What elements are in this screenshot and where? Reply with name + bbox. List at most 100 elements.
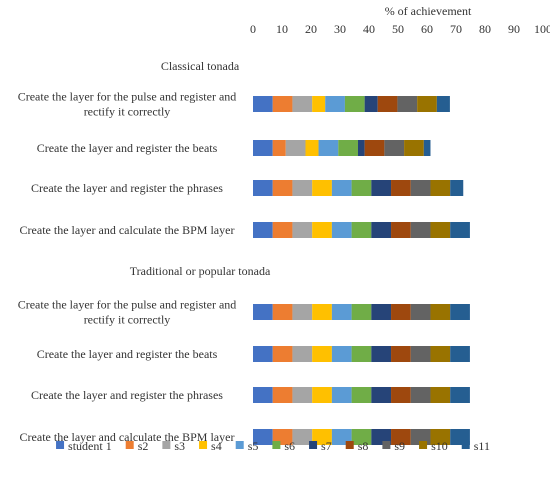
legend-label: s2	[138, 439, 149, 453]
bar-segment	[351, 222, 372, 238]
bar-segment	[312, 346, 332, 362]
legend-swatch	[382, 441, 391, 449]
bar-segment	[351, 387, 372, 403]
legend-label: s9	[394, 439, 405, 453]
legend-label: s8	[358, 439, 369, 453]
legend-label: s11	[474, 439, 490, 453]
bar-segment	[253, 222, 273, 238]
bar-segment	[272, 180, 293, 196]
bar-segment	[404, 140, 424, 156]
legend-label: s10	[431, 439, 448, 453]
bar-segment	[391, 346, 411, 362]
category-label: Create the layer for the pulse and regis…	[18, 90, 237, 119]
bar-segment	[272, 346, 293, 362]
x-tick-label: 10	[276, 22, 288, 36]
bar-segment	[338, 140, 358, 156]
x-tick-label: 30	[334, 22, 346, 36]
bar-segment	[253, 304, 273, 320]
bar-segment	[450, 387, 470, 403]
bar-segment	[312, 180, 332, 196]
bar-segment	[272, 387, 293, 403]
bar-segment	[292, 222, 313, 238]
bar-segment	[253, 96, 273, 112]
bar-segment	[292, 429, 313, 445]
x-axis-ticks: 0 10 20 30 40 50 60 70 80 90 100	[250, 22, 550, 36]
legend-swatch	[199, 441, 208, 449]
bar-segment	[312, 429, 332, 445]
bar-segment	[391, 304, 411, 320]
bar-segment	[410, 346, 431, 362]
bar-segment	[450, 180, 464, 196]
bar-segment	[371, 387, 392, 403]
x-tick-label: 100	[534, 22, 550, 36]
bar-segment	[436, 96, 450, 112]
bar-segment	[384, 140, 405, 156]
bar-segment	[272, 304, 293, 320]
legend-swatch	[419, 441, 428, 449]
bar-segment	[318, 140, 339, 156]
x-tick-label: 60	[421, 22, 433, 36]
category-labels: Classical tonada Create the layer for the…	[18, 59, 271, 444]
legend-label: s4	[211, 439, 222, 453]
bar-segment	[331, 304, 352, 320]
bar-segment	[450, 346, 470, 362]
legend-label: s7	[321, 439, 332, 453]
bar-segment	[312, 96, 326, 112]
group-heading: Classical tonada	[161, 59, 240, 73]
x-tick-label: 40	[363, 22, 375, 36]
legend-swatch	[235, 441, 244, 449]
bar-segment	[253, 180, 273, 196]
bar-segment	[410, 387, 431, 403]
category-label: Create the layer and calculate the BPM l…	[20, 430, 235, 444]
bar-segment	[410, 180, 431, 196]
category-label: Create the layer for the pulse and regis…	[18, 298, 237, 327]
category-label: Create the layer and register the phrase…	[31, 388, 223, 402]
bar-segment	[430, 304, 451, 320]
bar-segment	[331, 387, 352, 403]
bar-segment	[292, 180, 313, 196]
bar-segment	[430, 346, 451, 362]
legend-swatch	[345, 441, 354, 449]
legend-swatch	[309, 441, 318, 449]
bar-segment	[450, 304, 470, 320]
bar-segment	[371, 346, 392, 362]
x-tick-label: 90	[508, 22, 520, 36]
bar-segment	[430, 387, 451, 403]
bar-segment	[397, 96, 418, 112]
bar-segment	[253, 346, 273, 362]
bar-segment	[272, 96, 293, 112]
bar-segment	[253, 429, 273, 445]
category-label: Create the layer and register the beats	[37, 141, 218, 155]
x-tick-label: 20	[305, 22, 317, 36]
bar-segment	[391, 180, 411, 196]
category-label: Create the layer and calculate the BPM l…	[20, 223, 235, 237]
bar-segment	[410, 304, 431, 320]
bar-segment	[292, 387, 313, 403]
bar-segment	[285, 140, 306, 156]
bar-segment	[430, 222, 451, 238]
bar-segment	[351, 346, 372, 362]
x-tick-label: 50	[392, 22, 404, 36]
x-tick-label: 80	[479, 22, 491, 36]
bar-segment	[377, 96, 398, 112]
bar-segment	[305, 140, 319, 156]
bar-segment	[430, 180, 451, 196]
bar-segment	[417, 96, 437, 112]
bar-segment	[391, 429, 411, 445]
bar-segment	[292, 304, 313, 320]
bar-segment	[423, 140, 431, 156]
legend-swatch	[125, 441, 134, 449]
x-tick-label: 0	[250, 22, 256, 36]
bar-segment	[391, 222, 411, 238]
bars	[253, 96, 470, 445]
bar-segment	[292, 96, 313, 112]
bar-segment	[331, 346, 352, 362]
group-heading: Traditional or popular tonada	[130, 264, 271, 278]
bar-segment	[272, 222, 293, 238]
legend: student 1 s2 s3 s4 s5 s6 s7 s8 s9 s10 s11	[56, 439, 490, 453]
bar-segment	[312, 304, 332, 320]
bar-segment	[325, 96, 345, 112]
category-label: Create the layer and register the phrase…	[31, 181, 223, 195]
bar-segment	[272, 140, 286, 156]
